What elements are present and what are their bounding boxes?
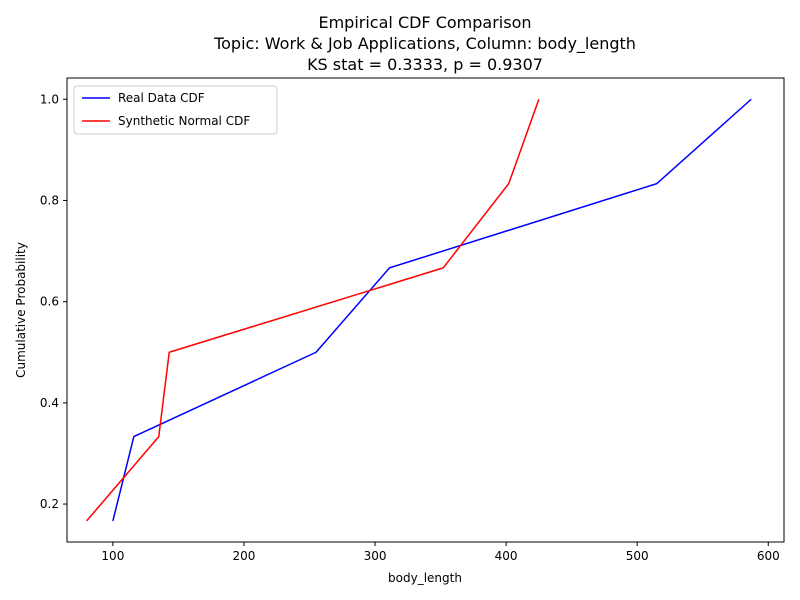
x-tick-label-5: 600 <box>757 549 780 563</box>
legend-box <box>73 85 278 135</box>
x-tick-label-4: 500 <box>626 549 649 563</box>
y-axis-label: Cumulative Probability <box>14 242 28 378</box>
x-axis-ticks: 100 200 300 400 500 600 <box>101 542 780 563</box>
legend-label-synthetic-normal: Synthetic Normal CDF <box>118 114 250 128</box>
plot-frame <box>66 77 785 543</box>
y-tick-label-3: 0.8 <box>40 193 59 207</box>
chart-title-line-2: Topic: Work & Job Applications, Column: … <box>213 34 636 54</box>
y-tick-label-2: 0.6 <box>40 295 59 309</box>
series-line-0 <box>112 98 752 522</box>
x-tick-label-0: 100 <box>101 549 124 563</box>
chart-title-line-3: KS stat = 0.3333, p = 0.9307 <box>307 55 543 74</box>
x-tick-label-2: 300 <box>364 549 387 563</box>
x-axis-label: body_length <box>388 571 462 585</box>
series-line-1 <box>86 98 540 522</box>
y-tick-label-0: 0.2 <box>40 497 59 511</box>
chart-title-line-1: Empirical CDF Comparison <box>318 13 531 32</box>
legend: Real Data CDF Synthetic Normal CDF <box>73 85 278 135</box>
y-tick-label-4: 1.0 <box>40 92 59 106</box>
plot-area <box>86 98 752 522</box>
x-tick-label-3: 400 <box>495 549 518 563</box>
x-tick-label-1: 200 <box>233 549 256 563</box>
legend-label-real-data: Real Data CDF <box>118 91 205 105</box>
y-axis-ticks: 0.2 0.4 0.6 0.8 1.0 <box>40 92 67 511</box>
y-tick-label-1: 0.4 <box>40 396 59 410</box>
